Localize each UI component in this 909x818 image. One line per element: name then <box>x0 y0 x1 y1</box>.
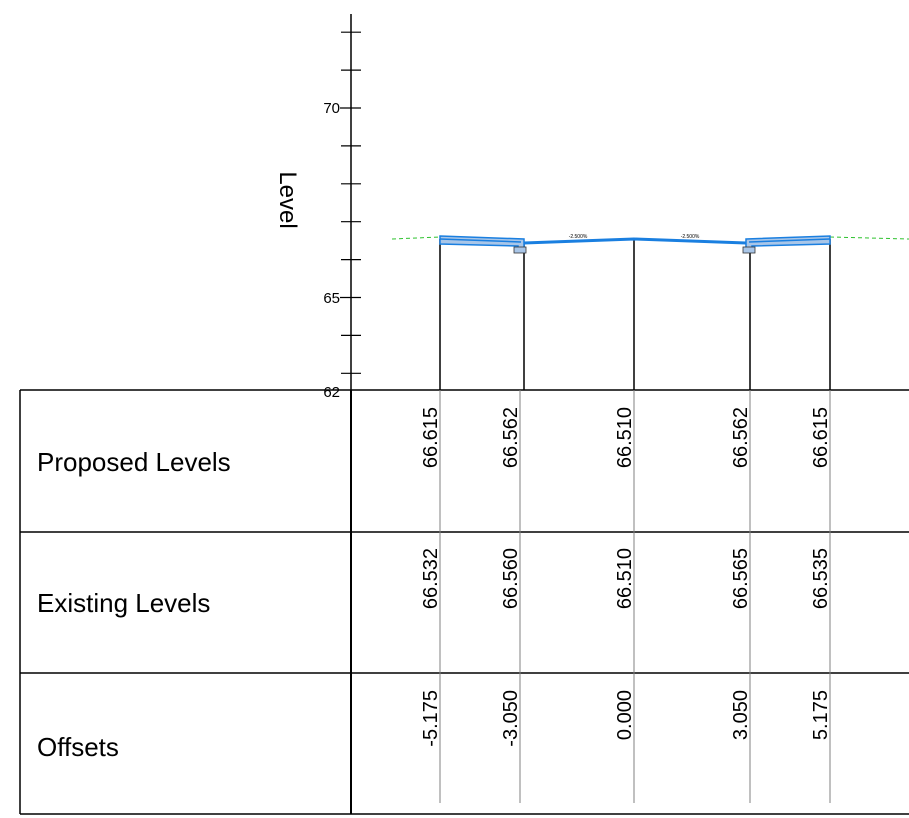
axis-title: Level <box>274 171 301 228</box>
axis-tick-label-70: 70 <box>323 100 340 117</box>
cell-offset-1: -5.175 <box>420 690 442 747</box>
axis-minor-ticks <box>340 31 361 374</box>
right-footpath <box>742 235 831 254</box>
cell-proposed-1: 66.615 <box>420 407 442 468</box>
existing-ground-line <box>391 236 909 240</box>
cell-proposed-3: 66.510 <box>614 407 636 468</box>
cell-proposed-2: 66.562 <box>500 407 522 468</box>
cell-existing-5: 66.535 <box>810 548 832 609</box>
axis-tick-label-62: 62 <box>323 384 340 401</box>
grade-label-left: -2.500% <box>569 234 588 240</box>
level-axis: 70 65 62 Level <box>274 14 361 401</box>
cell-offset-4: 3.050 <box>730 690 752 740</box>
table-station-lines <box>439 390 831 803</box>
cell-existing-1: 66.532 <box>420 548 442 609</box>
cell-proposed-5: 66.615 <box>810 407 832 468</box>
row-label-existing-levels: Existing Levels <box>37 588 210 618</box>
station-lines <box>439 239 831 390</box>
cell-offset-5: 5.175 <box>810 690 832 740</box>
cell-existing-2: 66.560 <box>500 548 522 609</box>
row-label-offsets: Offsets <box>37 732 119 762</box>
table-cell-values: 66.615 66.562 66.510 66.562 66.615 66.532 66.5… <box>420 407 832 747</box>
cell-existing-4: 66.565 <box>730 548 752 609</box>
row-label-proposed-levels: Proposed Levels <box>37 447 231 477</box>
cell-offset-2: -3.050 <box>500 690 522 747</box>
left-footpath <box>439 235 527 254</box>
cell-proposed-4: 66.562 <box>730 407 752 468</box>
carriageway: -2.500% -2.500% <box>523 234 747 245</box>
data-table <box>19 389 909 815</box>
cell-offset-3: 0.000 <box>614 690 636 740</box>
axis-tick-label-65: 65 <box>323 290 340 307</box>
cell-existing-3: 66.510 <box>614 548 636 609</box>
grade-label-right: -2.500% <box>681 234 700 240</box>
